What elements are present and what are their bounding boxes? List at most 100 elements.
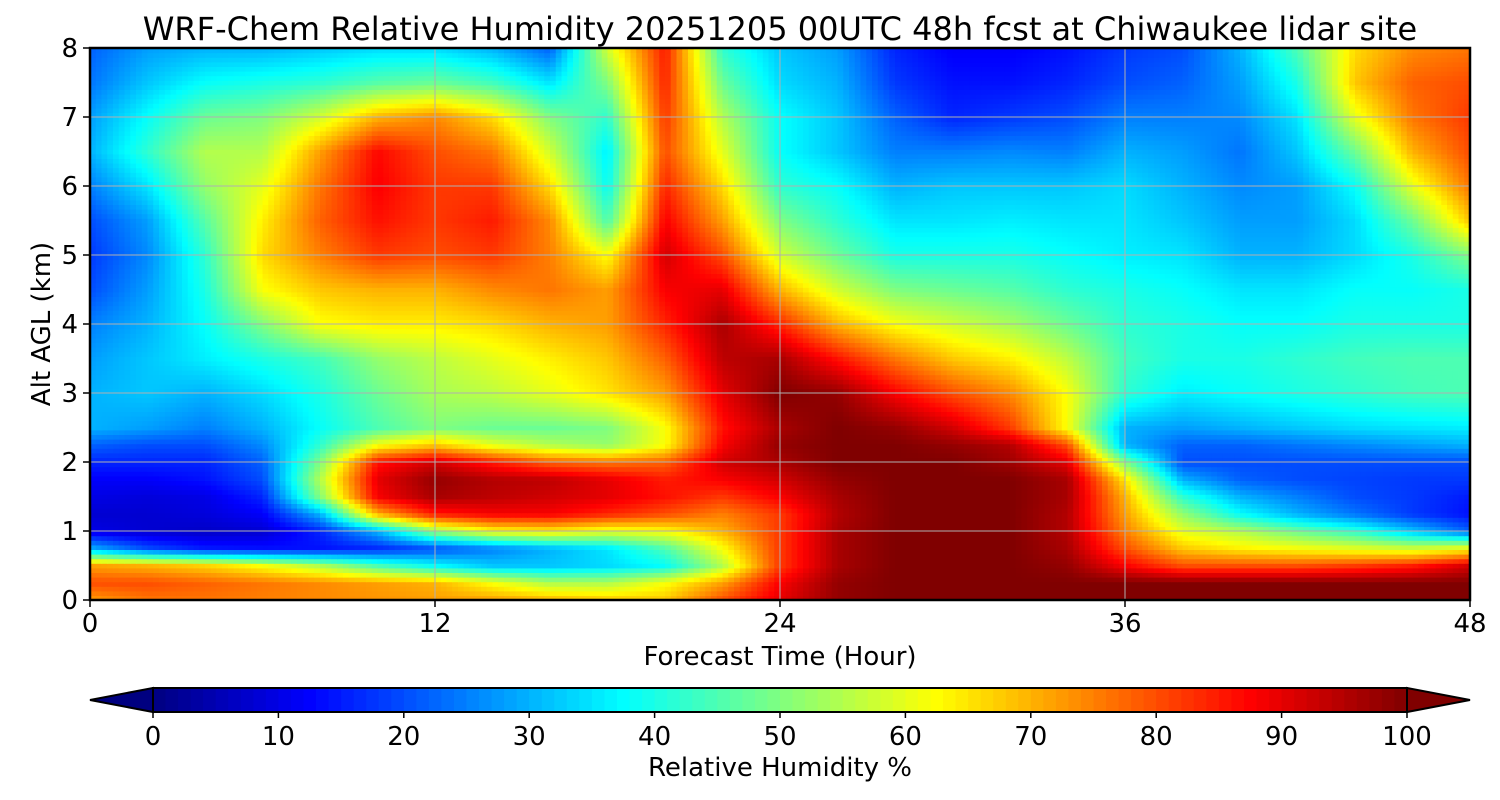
heatmap-cell xyxy=(694,545,700,550)
heatmap-cell xyxy=(1257,586,1263,591)
heatmap-cell xyxy=(625,549,631,554)
heatmap-cell xyxy=(470,577,476,582)
heatmap-cell xyxy=(1096,582,1102,587)
heatmap-cell xyxy=(1280,572,1286,577)
heatmap-cell xyxy=(958,572,964,577)
heatmap-cell xyxy=(418,591,424,596)
heatmap-cell xyxy=(550,559,556,564)
heatmap-cell xyxy=(642,531,648,536)
heatmap-cell xyxy=(263,591,269,596)
heatmap-cell xyxy=(493,586,499,591)
heatmap-cell xyxy=(1068,531,1074,536)
heatmap-cell xyxy=(412,522,418,527)
heatmap-cell xyxy=(360,563,366,568)
heatmap-cell xyxy=(763,568,769,573)
heatmap-cell xyxy=(820,572,826,577)
heatmap-cell xyxy=(297,577,303,582)
heatmap-cell xyxy=(297,545,303,550)
heatmap-cell xyxy=(843,559,849,564)
heatmap-cell xyxy=(1016,586,1022,591)
heatmap-cell xyxy=(700,591,706,596)
heatmap-cell xyxy=(780,536,786,541)
heatmap-cell xyxy=(475,554,481,559)
heatmap-cell xyxy=(251,591,257,596)
heatmap-cell xyxy=(1441,531,1447,536)
heatmap-cell xyxy=(320,586,326,591)
heatmap-cell xyxy=(521,591,527,596)
heatmap-cell xyxy=(981,559,987,564)
heatmap-cell xyxy=(1298,540,1304,545)
heatmap-cell xyxy=(826,536,832,541)
heatmap-cell xyxy=(1200,572,1206,577)
heatmap-cell xyxy=(872,513,878,518)
heatmap-cell xyxy=(470,540,476,545)
heatmap-cell xyxy=(613,572,619,577)
heatmap-cell xyxy=(1085,572,1091,577)
heatmap-cell xyxy=(493,591,499,596)
heatmap-cell xyxy=(1079,522,1085,527)
heatmap-cell xyxy=(533,522,539,527)
heatmap-cell xyxy=(573,577,579,582)
heatmap-cell xyxy=(1326,540,1332,545)
heatmap-cell xyxy=(1188,549,1194,554)
heatmap-cell xyxy=(803,513,809,518)
heatmap-cell xyxy=(1188,513,1194,518)
heatmap-cell xyxy=(1194,577,1200,582)
heatmap-cell xyxy=(424,568,430,573)
heatmap-cell xyxy=(1068,577,1074,582)
heatmap-cell xyxy=(119,540,125,545)
heatmap-cell xyxy=(556,540,562,545)
heatmap-cell xyxy=(631,517,637,522)
heatmap-cell xyxy=(1309,586,1315,591)
heatmap-cell xyxy=(516,536,522,541)
heatmap-cell xyxy=(1234,522,1240,527)
heatmap-cell xyxy=(217,591,223,596)
heatmap-cell xyxy=(976,531,982,536)
heatmap-cell xyxy=(194,591,200,596)
heatmap-cell xyxy=(1079,513,1085,518)
heatmap-cell xyxy=(1091,536,1097,541)
heatmap-cell xyxy=(792,517,798,522)
heatmap-cell xyxy=(1010,554,1016,559)
heatmap-cell xyxy=(746,591,752,596)
heatmap-cell xyxy=(918,591,924,596)
heatmap-cell xyxy=(820,554,826,559)
heatmap-cell xyxy=(228,586,234,591)
heatmap-cell xyxy=(1004,513,1010,518)
heatmap-cell xyxy=(441,591,447,596)
heatmap-cell xyxy=(452,540,458,545)
heatmap-cell xyxy=(1269,554,1275,559)
heatmap-cell xyxy=(533,531,539,536)
heatmap-cell xyxy=(1079,517,1085,522)
heatmap-cell xyxy=(1206,554,1212,559)
heatmap-cell xyxy=(1137,554,1143,559)
heatmap-cell xyxy=(1257,563,1263,568)
heatmap-cell xyxy=(343,549,349,554)
heatmap-cell xyxy=(148,559,154,564)
heatmap-cell xyxy=(740,559,746,564)
heatmap-cell xyxy=(130,554,136,559)
heatmap-cell xyxy=(665,540,671,545)
heatmap-cell xyxy=(1102,536,1108,541)
heatmap-cell xyxy=(1085,513,1091,518)
heatmap-cell xyxy=(803,572,809,577)
heatmap-cell xyxy=(820,531,826,536)
heatmap-cell xyxy=(895,545,901,550)
heatmap-cell xyxy=(286,559,292,564)
heatmap-cell xyxy=(205,549,211,554)
heatmap-cell xyxy=(441,568,447,573)
heatmap-cell xyxy=(1016,572,1022,577)
heatmap-cell xyxy=(912,568,918,573)
heatmap-cell xyxy=(1234,559,1240,564)
heatmap-cell xyxy=(1430,545,1436,550)
heatmap-cell xyxy=(1395,559,1401,564)
heatmap-cell xyxy=(1206,586,1212,591)
heatmap-cell xyxy=(165,577,171,582)
heatmap-cell xyxy=(964,559,970,564)
heatmap-cell xyxy=(171,536,177,541)
heatmap-cell xyxy=(1131,582,1137,587)
heatmap-cell xyxy=(941,549,947,554)
heatmap-cell xyxy=(832,568,838,573)
heatmap-cell xyxy=(475,568,481,573)
heatmap-cell xyxy=(1424,582,1430,587)
